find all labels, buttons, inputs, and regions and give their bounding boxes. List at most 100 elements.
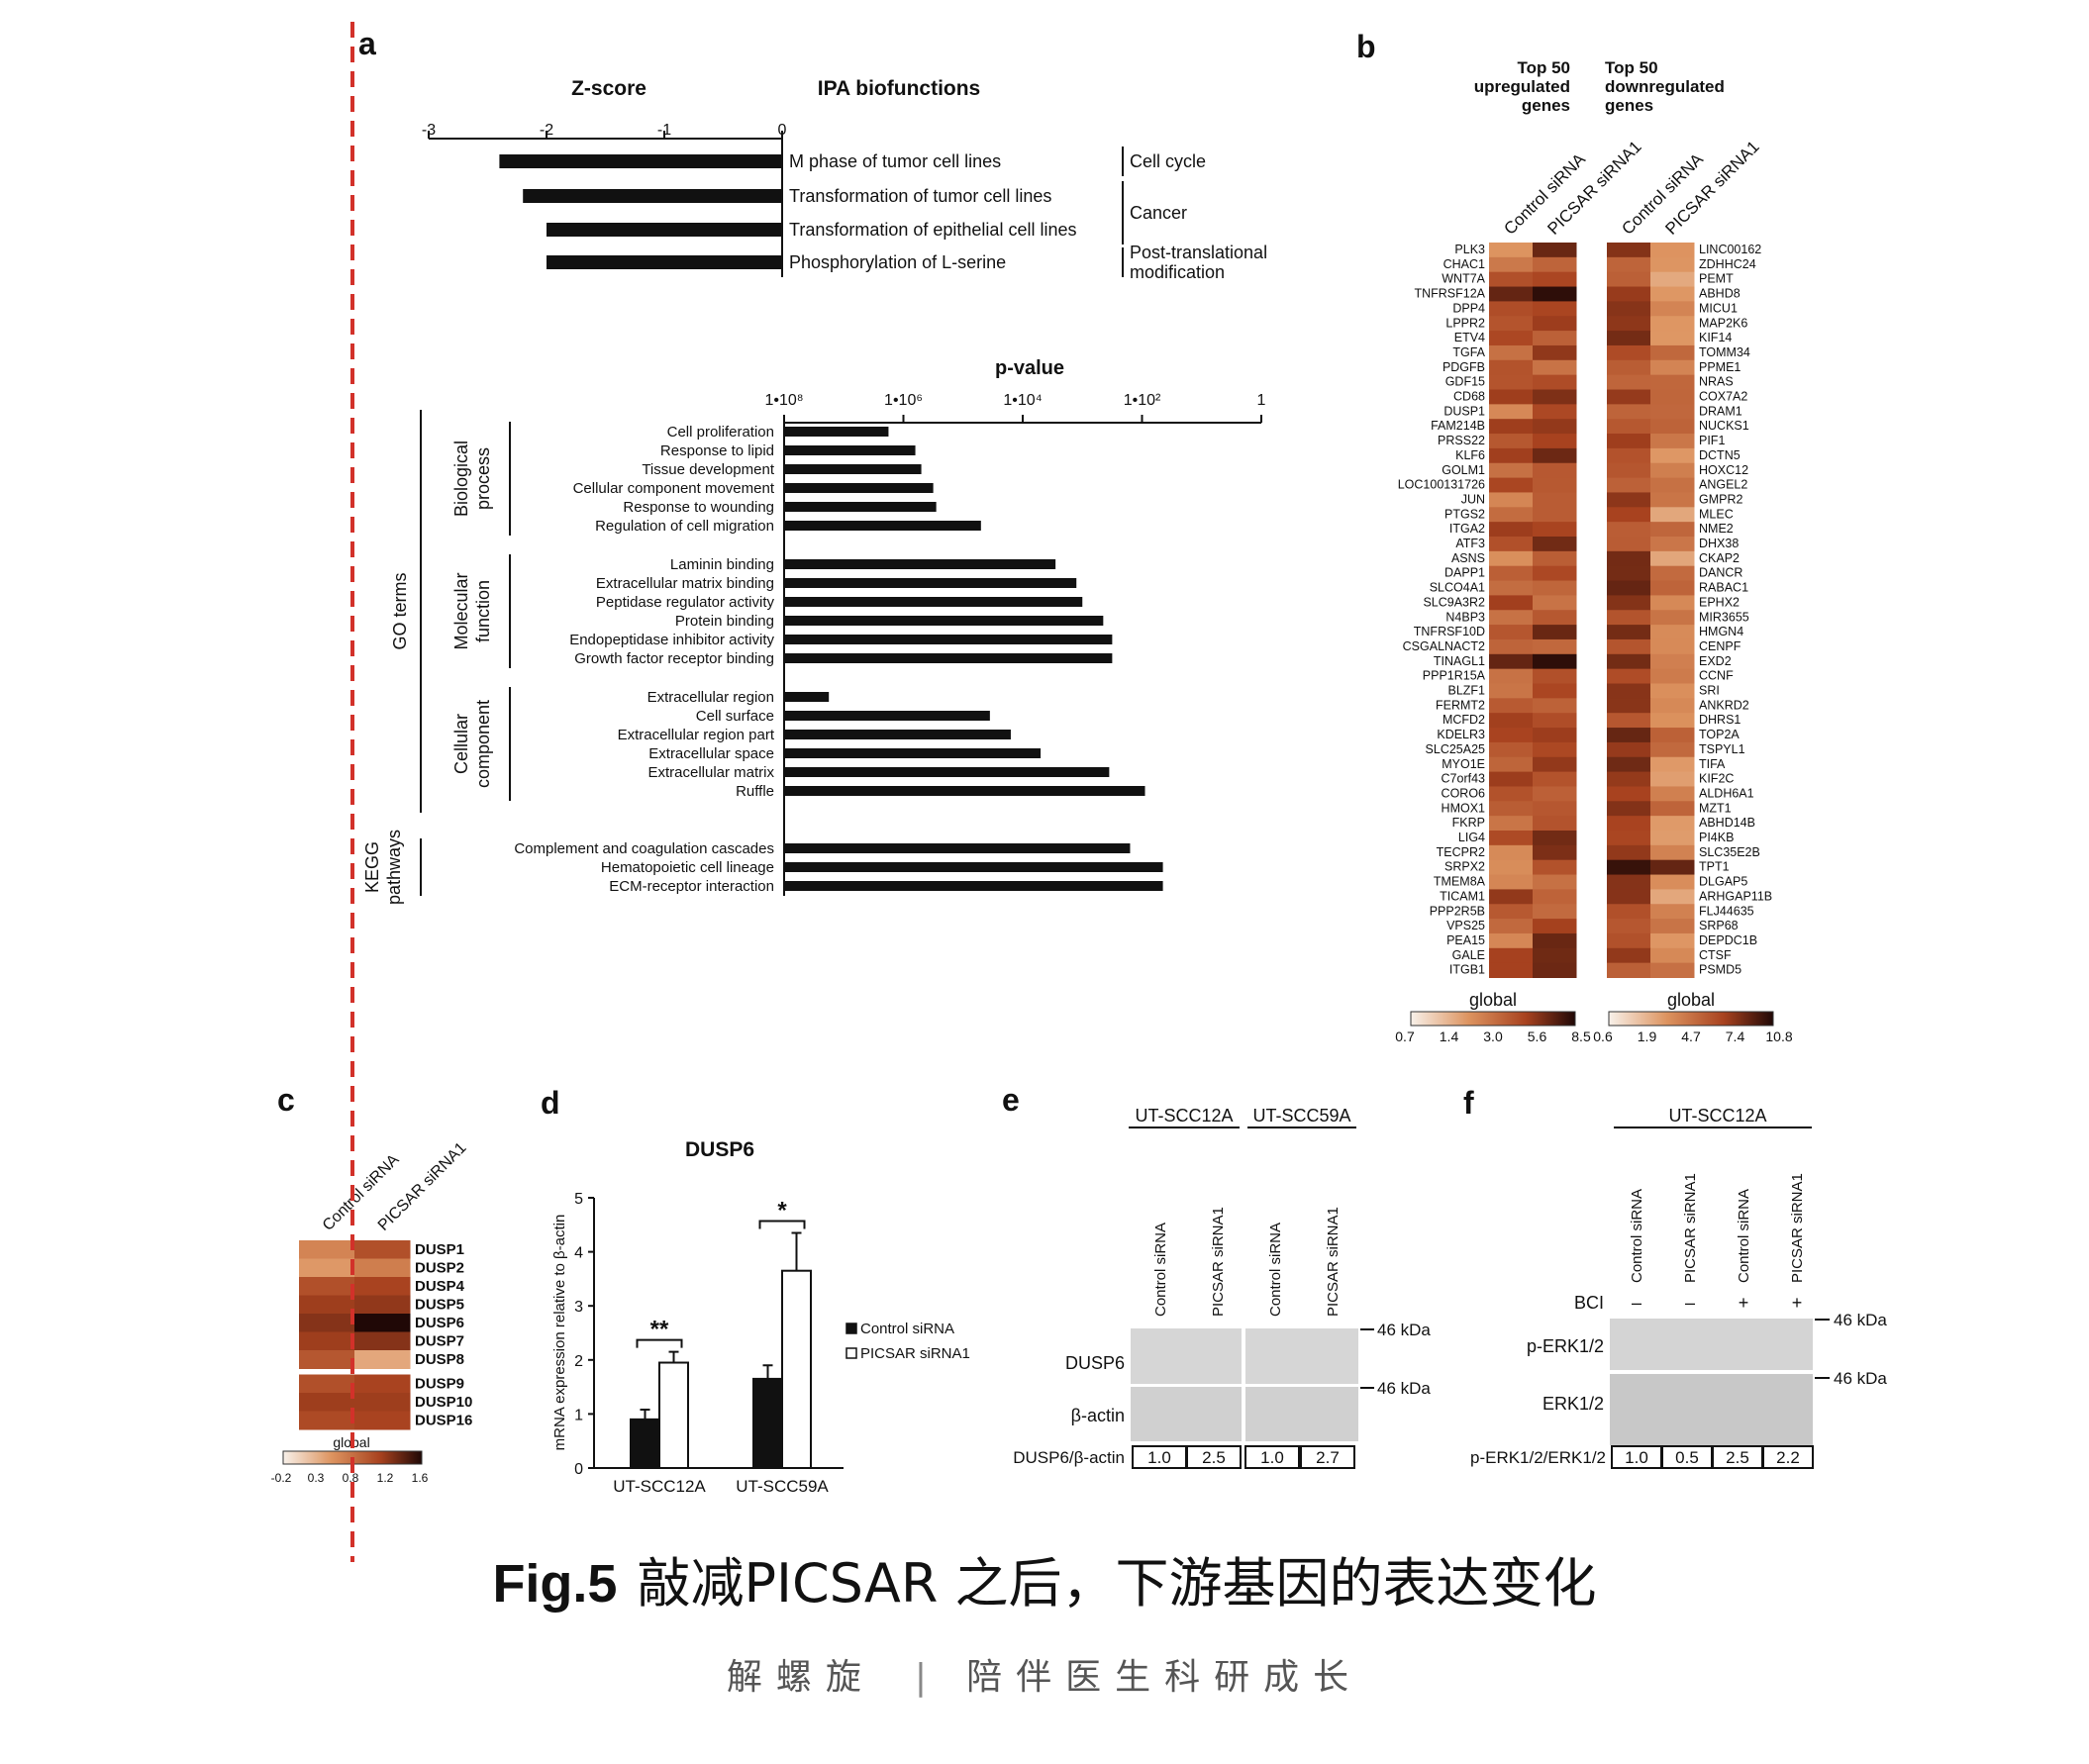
heatmap-b-cell [1489, 447, 1534, 464]
panel-f-western-blot: UT-SCC12A Control siRNA PICSAR siRNA1 Contr… [1470, 1106, 1887, 1469]
heatmap-b-cell [1533, 374, 1577, 390]
pvalue-bar [784, 521, 981, 531]
heatmap-b-gene-label: ANGEL2 [1699, 478, 1747, 492]
heatmap-b-cell [1489, 550, 1534, 567]
blot-f-ratio-value: 0.5 [1675, 1448, 1699, 1467]
panel-d-bar-chart: DUSP6 0 1 2 3 4 5 mRNA expression relative to β… [551, 1138, 970, 1496]
pvalue-bar [784, 445, 916, 455]
heatmap-b-cell [1607, 492, 1651, 508]
heatmap-b-gene-label: VPS25 [1446, 919, 1485, 932]
heatmap-b-cell [1607, 698, 1651, 714]
heatmap-b-cell [1533, 256, 1577, 273]
heatmap-b-cell [1650, 962, 1695, 978]
zscore-category-label: Transformation of epithelial cell lines [789, 220, 1076, 240]
heatmap-b-cell [1533, 713, 1577, 729]
heatmap-b-cell [1533, 801, 1577, 817]
heatmap-b-cell [1650, 698, 1695, 714]
heatmap-b-gene-label: KIF2C [1699, 772, 1734, 786]
heatmap-c-cell [299, 1314, 355, 1332]
heatmap-b-cell [1533, 271, 1577, 288]
heatmap-b-cell [1533, 728, 1577, 743]
pvalue-bar [784, 881, 1163, 891]
heatmap-b-cell [1533, 301, 1577, 317]
zscore-group-label: Post-translational [1130, 243, 1267, 262]
heatmap-b-cell [1489, 522, 1534, 538]
heatmap-b-gene-label: KIF14 [1699, 331, 1732, 344]
heatmap-b-cell [1607, 447, 1651, 464]
blot-f-treatment-sign: – [1632, 1293, 1641, 1313]
heatmap-b-cell [1607, 728, 1651, 743]
blot-e-cell-line: UT-SCC59A [1252, 1106, 1350, 1126]
pvalue-bar [784, 711, 990, 721]
zscore-tick-label: -3 [422, 122, 436, 139]
heatmap-b-cell [1607, 595, 1651, 611]
heatmap-b-cell [1650, 565, 1695, 582]
heatmap-c-row-label: DUSP16 [415, 1413, 472, 1429]
heatmap-c-legend-tick: 0.3 [308, 1471, 325, 1485]
heatmap-b-gene-label: NUCKS1 [1699, 419, 1749, 433]
heatmap-b-cell [1607, 434, 1651, 449]
blot-f-lane-label: Control siRNA [1629, 1189, 1645, 1283]
dusp6-title: DUSP6 [685, 1138, 754, 1161]
heatmap-b-gene-label: SLC9A3R2 [1423, 595, 1485, 609]
pvalue-bar [784, 635, 1113, 644]
heatmap-b-cell [1533, 243, 1577, 258]
pvalue-group-label: component [473, 700, 493, 788]
blot-f-lane-label: PICSAR siRNA1 [1682, 1173, 1699, 1283]
heatmap-c-cell [299, 1411, 355, 1430]
pvalue-category-label: Hematopoietic cell lineage [601, 859, 774, 876]
blot-f-ratio-value: 1.0 [1625, 1448, 1648, 1467]
heatmap-b-header: Top 50 [1605, 58, 1658, 77]
heatmap-b-gene-label: TECPR2 [1437, 845, 1485, 859]
heatmap-b-legend-tick: 7.4 [1726, 1029, 1745, 1044]
heatmap-b-cell [1489, 844, 1534, 861]
pvalue-category-label: Extracellular matrix binding [596, 575, 774, 592]
heatmap-c-row-label: DUSP1 [415, 1241, 464, 1258]
heatmap-b-cell [1489, 786, 1534, 802]
heatmap-b-gene-label: ASNS [1451, 551, 1485, 565]
pvalue-bar [784, 843, 1131, 853]
heatmap-b-cell [1489, 359, 1534, 376]
dusp6-significance-label: ** [650, 1317, 669, 1343]
heatmap-b-cell [1533, 344, 1577, 361]
heatmap-b-header: downregulated [1605, 77, 1725, 96]
pvalue-bar [784, 464, 922, 474]
heatmap-b-gene-label: KDELR3 [1437, 728, 1485, 741]
panel-a-pvalue-chart: p-value 1•10⁸ 1•10⁶ 1•10⁴ 1•10² 1 Cell prolife… [362, 357, 1266, 905]
heatmap-b-gene-label: SRP68 [1699, 919, 1739, 932]
zscore-category-label: Transformation of tumor cell lines [789, 186, 1051, 206]
heatmap-b-cell [1533, 389, 1577, 405]
dusp6-legend-swatch [846, 1347, 857, 1359]
heatmap-b-legend-tick: 5.6 [1528, 1029, 1547, 1044]
heatmap-b-cell [1650, 477, 1695, 493]
dusp6-legend-swatch [846, 1323, 857, 1334]
heatmap-b-gene-label: ZDHHC24 [1699, 257, 1756, 271]
heatmap-b-gene-label: HMOX1 [1442, 801, 1486, 815]
dusp6-y-tick-label: 5 [574, 1191, 583, 1208]
heatmap-b-gene-label: TOMM34 [1699, 345, 1750, 359]
pvalue-category-label: Extracellular region [647, 689, 774, 706]
heatmap-b-cell [1489, 816, 1534, 832]
heatmap-b-gene-label: ETV4 [1454, 331, 1485, 344]
pvalue-bar [784, 862, 1163, 872]
heatmap-b-cell [1607, 844, 1651, 861]
heatmap-c-row-label: DUSP10 [415, 1394, 472, 1411]
heatmap-b-gene-label: COX7A2 [1699, 390, 1747, 404]
footer-separator: | [914, 1657, 928, 1698]
blot-e-ratio-box [1186, 1445, 1242, 1469]
heatmap-b-gene-label: TSPYL1 [1699, 742, 1745, 756]
blot-f-treatment-label: BCI [1574, 1293, 1604, 1313]
pvalue-category-label: Growth factor receptor binding [574, 650, 774, 667]
heatmap-b-cell [1607, 404, 1651, 420]
heatmap-c-legend-tick: 1.6 [412, 1471, 429, 1485]
heatmap-c-cell [299, 1240, 355, 1259]
panel-letter-a: a [358, 26, 376, 61]
heatmap-b-cell [1489, 771, 1534, 787]
heatmap-b-cell [1650, 713, 1695, 729]
pvalue-tick-label: 1•10⁶ [884, 392, 923, 409]
heatmap-b-legend-tick: 1.4 [1440, 1029, 1459, 1044]
pvalue-group-label: Biological [451, 441, 471, 517]
heatmap-b-cell [1489, 462, 1534, 479]
heatmap-b-cell [1533, 595, 1577, 611]
